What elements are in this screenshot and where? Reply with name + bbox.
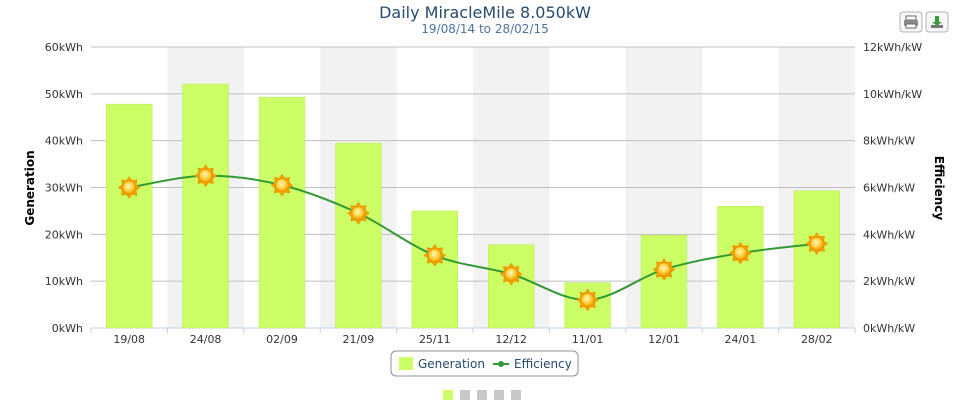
y-left-tick-label: 20kWh: [45, 228, 83, 241]
pager-dot[interactable]: [494, 390, 504, 400]
sun-marker-icon[interactable]: [270, 173, 294, 197]
export-button[interactable]: [925, 11, 949, 33]
legend-efficiency-label: Efficiency: [514, 357, 572, 371]
legend-generation-swatch: [399, 357, 413, 370]
sun-marker-icon[interactable]: [117, 176, 141, 199]
y-right-tick-label: 0kWh/kW: [863, 322, 915, 335]
sun-marker-icon[interactable]: [805, 232, 829, 256]
pager-dot[interactable]: [477, 390, 487, 400]
sun-marker-icon[interactable]: [423, 243, 447, 267]
pager: [443, 390, 521, 400]
sun-marker-icon[interactable]: [194, 164, 218, 188]
pager-dot[interactable]: [443, 390, 453, 400]
download-icon: [931, 16, 943, 28]
x-tick-label: 25/11: [419, 333, 451, 346]
x-tick-label: 11/01: [572, 333, 604, 346]
legend-efficiency-dot: [498, 361, 504, 367]
chart-title: Daily MiracleMile 8.050kW: [379, 3, 591, 22]
generation-bar[interactable]: [106, 103, 153, 329]
legend: Generation Efficiency: [390, 350, 579, 377]
generation-bar[interactable]: [182, 83, 229, 329]
printer-icon: [904, 15, 918, 29]
efficiency-markers: [117, 164, 829, 312]
y-left-tick-label: 10kWh: [45, 275, 83, 288]
generation-bar[interactable]: [411, 210, 458, 329]
x-tick-label: 21/09: [343, 333, 375, 346]
pager-dot[interactable]: [460, 390, 470, 400]
sun-marker-icon[interactable]: [346, 201, 370, 225]
x-tick-label: 12/01: [648, 333, 680, 346]
efficiency-line: [129, 174, 817, 301]
x-tick-labels: 19/08 24/08 02/09 21/09 25/11 12/12 11/01 12/01…: [113, 333, 832, 346]
sun-marker-icon[interactable]: [652, 258, 676, 281]
legend-generation-label: Generation: [418, 357, 485, 371]
x-tick-label: 19/08: [113, 333, 145, 346]
generation-bar[interactable]: [793, 190, 840, 329]
y-left-tick-label: 0kWh: [52, 322, 83, 335]
pager-dot[interactable]: [511, 390, 521, 400]
generation-bar[interactable]: [488, 244, 535, 329]
y-left-tick-label: 30kWh: [45, 182, 83, 195]
y-right-tick-label: 4kWh/kW: [863, 228, 915, 241]
x-tick-label: 12/12: [495, 333, 527, 346]
print-button[interactable]: [899, 11, 923, 33]
generation-bar[interactable]: [640, 235, 688, 329]
generation-bar[interactable]: [258, 96, 306, 329]
y-right-tick-label: 6kWh/kW: [863, 182, 915, 195]
efficiency-line-path: [129, 174, 817, 301]
sun-marker-icon[interactable]: [499, 262, 523, 286]
x-tick-label: 24/01: [725, 333, 757, 346]
y-right-tick-label: 10kWh/kW: [863, 88, 922, 101]
y-right-tick-label: 12kWh/kW: [863, 41, 922, 54]
x-tick-label: 02/09: [266, 333, 298, 346]
generation-bar[interactable]: [335, 142, 382, 329]
legend-item-efficiency[interactable]: Efficiency: [493, 357, 572, 371]
y-right-tick-label: 2kWh/kW: [863, 275, 915, 288]
sun-marker-icon[interactable]: [728, 241, 752, 265]
y-right-axis-title: Efficiency: [932, 156, 946, 221]
x-tick-label: 24/08: [190, 333, 222, 346]
y-left-axis-title: Generation: [23, 150, 37, 225]
generation-bar[interactable]: [717, 205, 764, 329]
sun-marker-icon[interactable]: [576, 288, 600, 312]
chart-subtitle: 19/08/14 to 28/02/15: [421, 22, 548, 36]
y-left-tick-label: 40kWh: [45, 135, 83, 148]
legend-item-generation[interactable]: Generation: [399, 357, 485, 371]
y-left-tick-label: 60kWh: [45, 41, 83, 54]
y-right-tick-label: 8kWh/kW: [863, 135, 915, 148]
y-left-tick-labels: 0kWh 10kWh 20kWh 30kWh 40kWh 50kWh 60kWh: [45, 41, 83, 335]
y-right-tick-labels: 0kWh/kW 2kWh/kW 4kWh/kW 6kWh/kW 8kWh/kW 10kWh…: [863, 41, 922, 335]
y-left-tick-label: 50kWh: [45, 88, 83, 101]
x-tick-label: 28/02: [801, 333, 833, 346]
